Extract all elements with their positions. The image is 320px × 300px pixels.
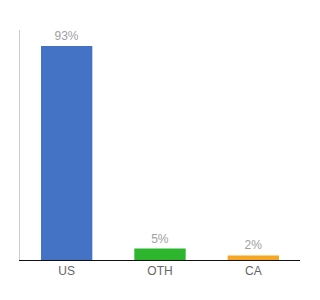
svg-text:93%: 93% <box>54 29 78 43</box>
svg-text:5%: 5% <box>151 232 169 246</box>
svg-text:CA: CA <box>245 264 262 278</box>
svg-text:OTH: OTH <box>147 264 172 278</box>
svg-text:2%: 2% <box>244 238 262 252</box>
svg-text:US: US <box>58 264 75 278</box>
